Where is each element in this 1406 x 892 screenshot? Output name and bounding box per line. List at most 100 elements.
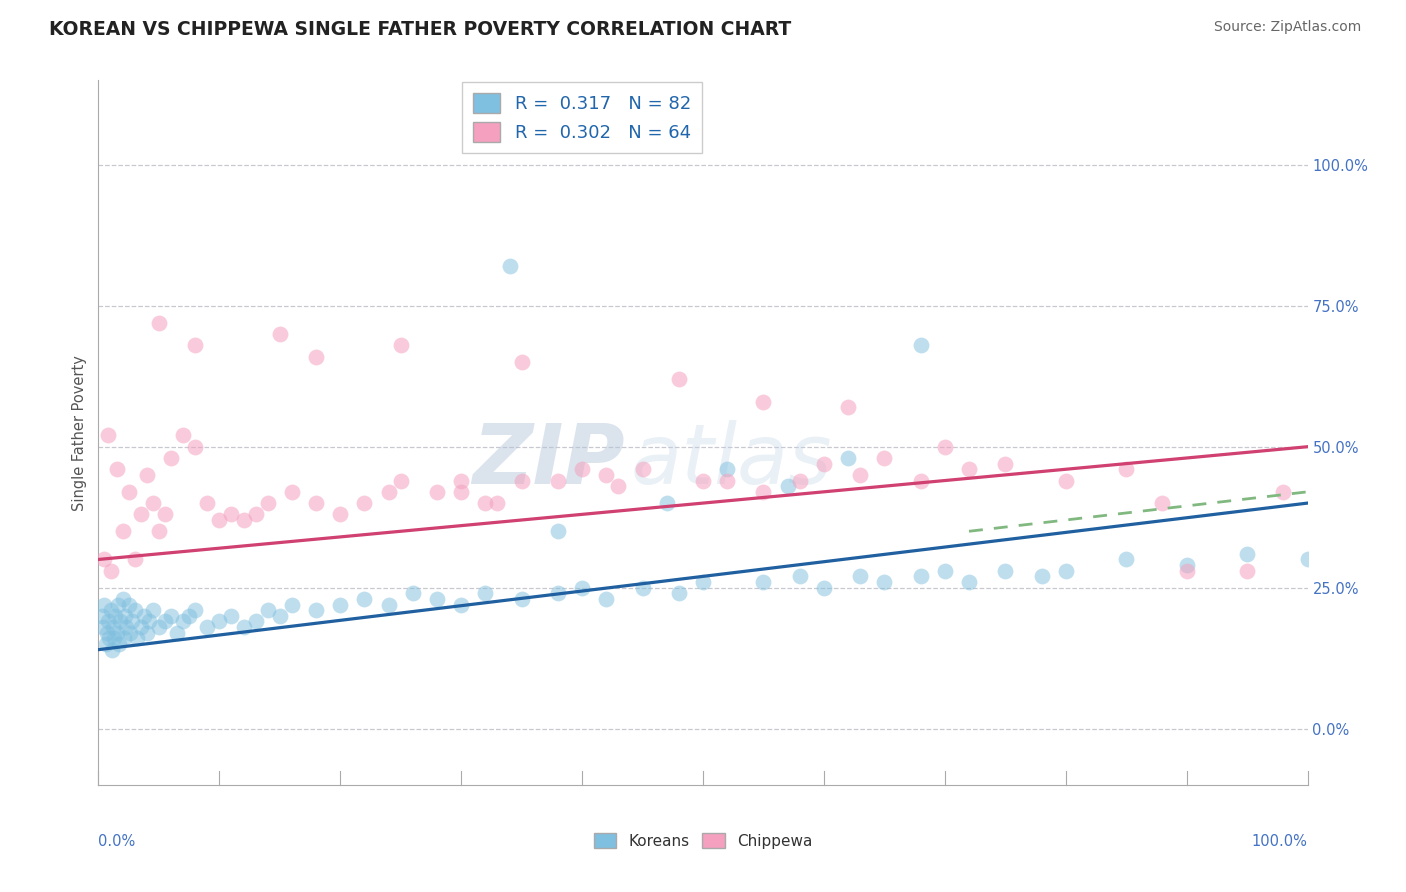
Point — [329, 508, 352, 522]
Point — [789, 569, 811, 583]
Point — [910, 338, 932, 352]
Point — [129, 620, 152, 634]
Point — [112, 632, 135, 646]
Point — [813, 457, 835, 471]
Point — [94, 637, 117, 651]
Point — [1115, 552, 1137, 566]
Point — [510, 591, 533, 606]
Point — [510, 474, 533, 488]
Point — [873, 450, 896, 465]
Point — [172, 615, 194, 629]
Point — [716, 462, 738, 476]
Point — [776, 479, 799, 493]
Point — [269, 326, 291, 341]
Point — [752, 394, 775, 409]
Point — [184, 440, 207, 454]
Point — [631, 462, 654, 476]
Point — [98, 632, 121, 646]
Point — [208, 615, 231, 629]
Point — [486, 496, 509, 510]
Point — [934, 440, 956, 454]
Point — [221, 608, 243, 623]
Point — [450, 474, 472, 488]
Point — [1152, 496, 1174, 510]
Point — [118, 598, 141, 612]
Point — [1054, 474, 1077, 488]
Text: 0.0%: 0.0% — [98, 834, 135, 849]
Point — [148, 524, 170, 539]
Point — [849, 569, 872, 583]
Point — [105, 462, 128, 476]
Point — [100, 642, 122, 657]
Point — [281, 598, 304, 612]
Point — [148, 316, 170, 330]
Point — [668, 586, 690, 600]
Point — [510, 355, 533, 369]
Text: Source: ZipAtlas.com: Source: ZipAtlas.com — [1213, 20, 1361, 34]
Point — [1175, 558, 1198, 573]
Point — [353, 591, 375, 606]
Point — [108, 615, 131, 629]
Point — [104, 608, 127, 623]
Point — [129, 508, 152, 522]
Point — [172, 428, 194, 442]
Point — [184, 603, 207, 617]
Point — [1236, 564, 1258, 578]
Point — [100, 564, 122, 578]
Point — [837, 450, 859, 465]
Point — [124, 603, 146, 617]
Point — [547, 474, 569, 488]
Point — [269, 608, 291, 623]
Point — [994, 564, 1017, 578]
Point — [184, 338, 207, 352]
Point — [103, 632, 125, 646]
Point — [655, 496, 678, 510]
Point — [692, 574, 714, 589]
Point — [474, 496, 496, 510]
Point — [111, 591, 134, 606]
Point — [813, 581, 835, 595]
Point — [389, 338, 412, 352]
Point — [873, 574, 896, 589]
Point — [135, 625, 157, 640]
Point — [118, 625, 141, 640]
Point — [138, 615, 160, 629]
Point — [153, 508, 176, 522]
Point — [994, 457, 1017, 471]
Point — [595, 591, 617, 606]
Point — [208, 513, 231, 527]
Point — [1296, 552, 1319, 566]
Point — [97, 428, 120, 442]
Point — [789, 474, 811, 488]
Point — [1272, 484, 1295, 499]
Point — [93, 552, 115, 566]
Text: 100.0%: 100.0% — [1251, 834, 1308, 849]
Point — [752, 484, 775, 499]
Point — [245, 615, 267, 629]
Point — [148, 620, 170, 634]
Point — [115, 620, 138, 634]
Point — [195, 620, 218, 634]
Point — [957, 462, 980, 476]
Point — [631, 581, 654, 595]
Point — [305, 496, 328, 510]
Point — [426, 591, 449, 606]
Point — [232, 513, 254, 527]
Point — [127, 632, 149, 646]
Point — [93, 598, 115, 612]
Point — [108, 637, 131, 651]
Point — [692, 474, 714, 488]
Point — [607, 479, 630, 493]
Point — [389, 474, 412, 488]
Point — [97, 615, 120, 629]
Point — [402, 586, 425, 600]
Point — [118, 484, 141, 499]
Point — [134, 608, 156, 623]
Point — [910, 474, 932, 488]
Text: atlas: atlas — [630, 420, 832, 501]
Point — [1175, 564, 1198, 578]
Point — [160, 608, 183, 623]
Text: ZIP: ZIP — [472, 420, 624, 501]
Point — [450, 484, 472, 499]
Point — [1054, 564, 1077, 578]
